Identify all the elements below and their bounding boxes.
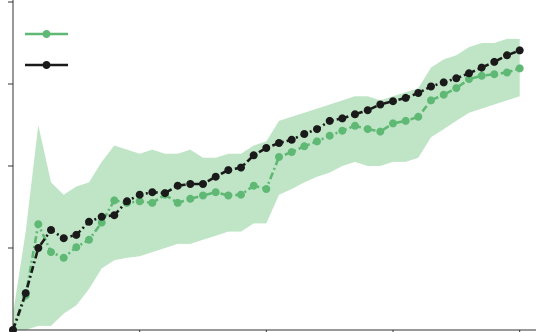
series-0-point [465,75,473,84]
series-1-point [401,93,410,102]
series-1-point [262,144,271,152]
series-1-point [249,151,258,160]
series-1-point [325,116,334,125]
legend [25,30,68,69]
series-0-point [110,196,119,205]
series-0-point [515,64,524,73]
series-1-point [148,188,157,197]
confidence-bands [13,38,520,331]
series-0-point [414,112,423,121]
series-0-point [173,198,182,207]
series-0-point [275,153,283,161]
series-1-point [363,106,372,115]
series-0-point [477,71,486,80]
series-0-point [338,126,347,135]
series-1-point [72,230,81,239]
series-1-point [21,289,30,298]
series-1-point [300,130,309,138]
series-0-point [34,220,43,229]
series-1-point [414,89,423,97]
legend-entry-0 [25,30,68,38]
series-1-point [275,139,283,147]
legend-marker [42,30,51,38]
series-0-point [401,116,410,125]
series-1-point [47,226,55,234]
series-1-point [439,78,448,87]
legend-entry-1 [25,61,68,69]
series-0-point [211,188,220,197]
series-0-point [224,191,233,200]
legend-marker [42,61,51,69]
series-0-point [490,70,499,79]
series-1-point [85,217,93,226]
series-1-point [389,97,397,106]
series-0-point [85,235,93,244]
series-0-point [186,194,195,203]
series-0-point [262,185,271,193]
series-1-point [490,57,499,66]
series-0-point [135,197,144,206]
series-1-point [503,51,511,60]
series-0-point [313,137,321,146]
series-0-point [351,121,359,130]
series-1-point [135,190,144,199]
series-1-point [351,110,359,119]
series-1-point [199,180,207,188]
series-1-point [97,212,106,221]
series-0-point [325,131,334,140]
series-0-point [59,253,68,262]
series-0-point [97,218,106,227]
series-1-point [186,180,195,188]
series-1 [9,46,524,332]
series-1-point [110,211,119,220]
series-0-point [287,148,296,157]
series-1-point [123,197,131,206]
series-1-point [313,125,321,134]
series-0-point [199,191,207,200]
series-0-point [363,125,372,134]
series-0-band [13,38,520,331]
series-1-point [452,74,461,83]
series-1-point [465,69,473,78]
series-1-point [9,326,17,332]
series-1-point [173,181,182,190]
series-1-point [161,189,169,198]
series-1-point [427,82,435,91]
series-0-point [427,96,435,105]
series-0-point [72,243,81,252]
series-0-point [389,119,397,128]
series-1-point [211,172,220,181]
series-0-point [376,127,385,136]
series-1-point [237,163,245,172]
series-1-point [376,100,385,109]
series-1-point [59,234,68,243]
series-1-point [224,166,233,175]
series-0-point [300,142,309,151]
series-1-point [287,135,296,144]
series-1-point [338,114,347,123]
series-1-point [477,63,486,72]
series-1-point [34,244,43,252]
series-0-point [503,68,511,77]
series-0-point [249,181,258,190]
series-0-point [439,90,448,99]
series-lines [9,46,524,332]
series-0-point [237,190,245,199]
series-1-point [515,46,524,55]
series-0-point [148,198,157,207]
series-0-point [452,84,461,93]
axes [8,0,536,332]
series-0-point [47,248,55,257]
